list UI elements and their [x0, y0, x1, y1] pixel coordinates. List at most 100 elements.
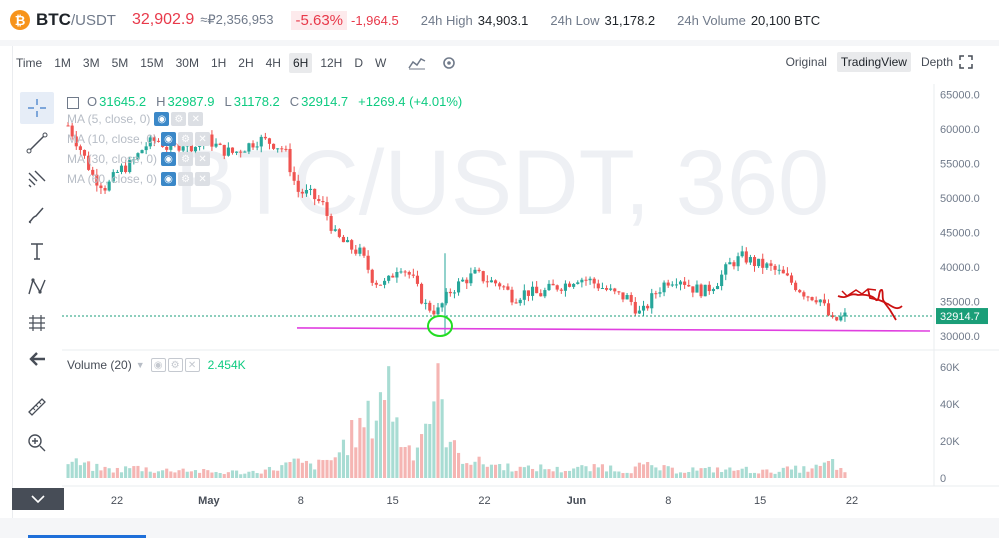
candlestick-chart[interactable]: BTC/USDT, 360 65000.0 60000.0 55000.0 50000.… — [62, 84, 999, 518]
gear-icon[interactable]: ⚙ — [171, 112, 187, 126]
zoom-tool[interactable] — [20, 427, 54, 459]
high-label: H — [156, 94, 166, 109]
chevron-down-icon — [31, 495, 45, 504]
close-icon[interactable]: ✕ — [184, 358, 200, 372]
candle-body — [411, 274, 415, 276]
candle-body — [432, 310, 436, 315]
candle-body — [773, 265, 777, 270]
sidebar-collapse-button[interactable] — [12, 488, 64, 510]
ma-10-label: MA (10, close, 0) — [67, 132, 158, 146]
candle-body — [66, 125, 70, 127]
volume-bar — [740, 468, 744, 478]
chart-area[interactable]: BTC/USDT, 360 65000.0 60000.0 55000.0 50000.… — [62, 84, 999, 518]
tf-2h[interactable]: 2H — [238, 56, 254, 70]
volume-bar — [370, 438, 374, 478]
volume-bar — [378, 392, 383, 478]
open-label: O — [87, 94, 98, 109]
eye-icon[interactable]: ◉ — [161, 172, 177, 186]
ruler-tool[interactable] — [20, 391, 54, 423]
volume-bar — [161, 470, 165, 478]
volume-bar — [169, 471, 173, 478]
close-icon[interactable]: ✕ — [195, 172, 211, 186]
volume-bar — [604, 471, 609, 478]
gear-icon[interactable]: ⚙ — [178, 172, 194, 186]
candle-body — [107, 181, 111, 191]
brush-tool[interactable] — [20, 199, 54, 231]
candle-body — [395, 272, 399, 278]
close-icon[interactable]: ✕ — [188, 112, 204, 126]
candle-body — [95, 174, 99, 186]
volume-bar — [452, 440, 457, 478]
close-icon[interactable]: ✕ — [195, 132, 211, 146]
tf-5m[interactable]: 5M — [111, 56, 129, 70]
candle-body — [506, 286, 510, 290]
fib-tool[interactable] — [20, 163, 54, 195]
pair-quote[interactable]: /USDT — [70, 11, 116, 29]
chevron-down-icon[interactable]: ▼ — [135, 360, 145, 370]
gear-icon[interactable]: ⚙ — [178, 152, 194, 166]
crosshair-tool[interactable] — [20, 92, 54, 124]
volume-bar — [683, 472, 687, 478]
gear-icon[interactable]: ⚙ — [167, 358, 183, 372]
volume-bar — [650, 465, 654, 478]
bottom-tab-indicator[interactable] — [28, 535, 146, 538]
trendline-tool[interactable] — [20, 127, 54, 159]
tf-w[interactable]: W — [375, 56, 387, 70]
tf-30m[interactable]: 30M — [175, 56, 199, 70]
tf-3m[interactable]: 3M — [82, 56, 100, 70]
volume-bar — [103, 466, 107, 478]
volume-bar — [465, 463, 469, 478]
eye-icon[interactable]: ◉ — [161, 152, 177, 166]
volume-bar — [572, 468, 576, 478]
gear-icon[interactable]: ⚙ — [178, 132, 194, 146]
tf-d[interactable]: D — [354, 56, 363, 70]
volume-bar — [358, 417, 362, 478]
tf-12h[interactable]: 12H — [320, 56, 343, 70]
candle-body — [720, 274, 724, 287]
tf-15m[interactable]: 15M — [140, 56, 164, 70]
measure-tool[interactable] — [20, 307, 54, 339]
volume-bar — [424, 423, 428, 478]
tf-6h[interactable]: 6H — [288, 53, 313, 73]
volume-bar — [280, 465, 284, 478]
pattern-tool[interactable] — [20, 271, 54, 303]
tf-1h[interactable]: 1H — [210, 56, 227, 70]
candle-body — [374, 282, 378, 285]
candle-body — [119, 165, 124, 172]
volume-bar — [111, 472, 115, 478]
view-depth[interactable]: Depth — [920, 55, 953, 69]
eye-icon[interactable]: ◉ — [154, 112, 170, 126]
settings-icon[interactable] — [440, 54, 458, 72]
pair-base[interactable]: BTC — [36, 10, 71, 29]
indicators-icon[interactable] — [408, 54, 426, 72]
pattern-icon — [28, 278, 46, 295]
volume-bar — [87, 461, 91, 478]
candle-body — [810, 297, 814, 301]
candle-body — [267, 138, 272, 144]
eye-icon[interactable]: ◉ — [161, 132, 177, 146]
volume-indicator-label[interactable]: Volume (20) — [67, 358, 132, 372]
tf-1m[interactable]: 1M — [54, 56, 71, 70]
volume-bar — [794, 465, 798, 478]
fullscreen-icon[interactable] — [959, 55, 973, 69]
eye-icon[interactable]: ◉ — [150, 358, 166, 372]
view-original[interactable]: Original — [785, 55, 827, 69]
candle-body — [124, 165, 128, 173]
candle-body — [259, 136, 263, 147]
tf-time[interactable]: Time — [16, 56, 43, 70]
volume-bar — [456, 452, 461, 478]
legend-collapse-icon[interactable] — [67, 96, 79, 109]
candle-body — [477, 269, 481, 272]
tf-4h[interactable]: 4H — [265, 56, 281, 70]
fiat-price: ≈₽2,356,953 — [200, 12, 274, 27]
prediction-icon — [29, 315, 45, 331]
back-tool[interactable] — [20, 343, 54, 375]
candle-body — [822, 299, 826, 304]
volume-bar — [387, 366, 391, 478]
volume-bar — [473, 461, 477, 478]
text-tool[interactable] — [20, 235, 54, 267]
volume-bar — [752, 472, 757, 478]
candle-body — [276, 148, 280, 150]
view-tradingview[interactable]: TradingView — [836, 52, 911, 72]
close-icon[interactable]: ✕ — [195, 152, 211, 166]
